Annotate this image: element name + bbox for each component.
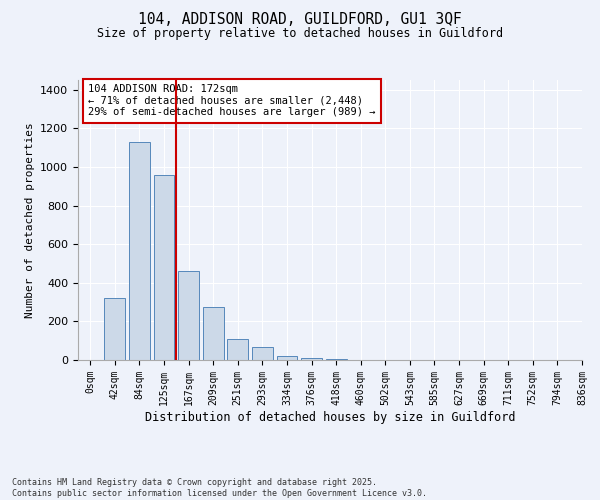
Bar xyxy=(104,298,125,360)
Text: Size of property relative to detached houses in Guildford: Size of property relative to detached ho… xyxy=(97,28,503,40)
Bar xyxy=(277,356,298,360)
Text: 104 ADDISON ROAD: 172sqm
← 71% of detached houses are smaller (2,448)
29% of sem: 104 ADDISON ROAD: 172sqm ← 71% of detach… xyxy=(88,84,376,117)
Bar xyxy=(326,359,347,360)
X-axis label: Distribution of detached houses by size in Guildford: Distribution of detached houses by size … xyxy=(145,410,515,424)
Y-axis label: Number of detached properties: Number of detached properties xyxy=(25,122,35,318)
Text: 104, ADDISON ROAD, GUILDFORD, GU1 3QF: 104, ADDISON ROAD, GUILDFORD, GU1 3QF xyxy=(138,12,462,28)
Bar xyxy=(301,358,322,360)
Bar xyxy=(178,271,199,360)
Bar xyxy=(252,348,273,360)
Bar xyxy=(129,142,150,360)
Bar xyxy=(227,339,248,360)
Text: Contains HM Land Registry data © Crown copyright and database right 2025.
Contai: Contains HM Land Registry data © Crown c… xyxy=(12,478,427,498)
Bar xyxy=(203,307,224,360)
Bar xyxy=(154,174,175,360)
